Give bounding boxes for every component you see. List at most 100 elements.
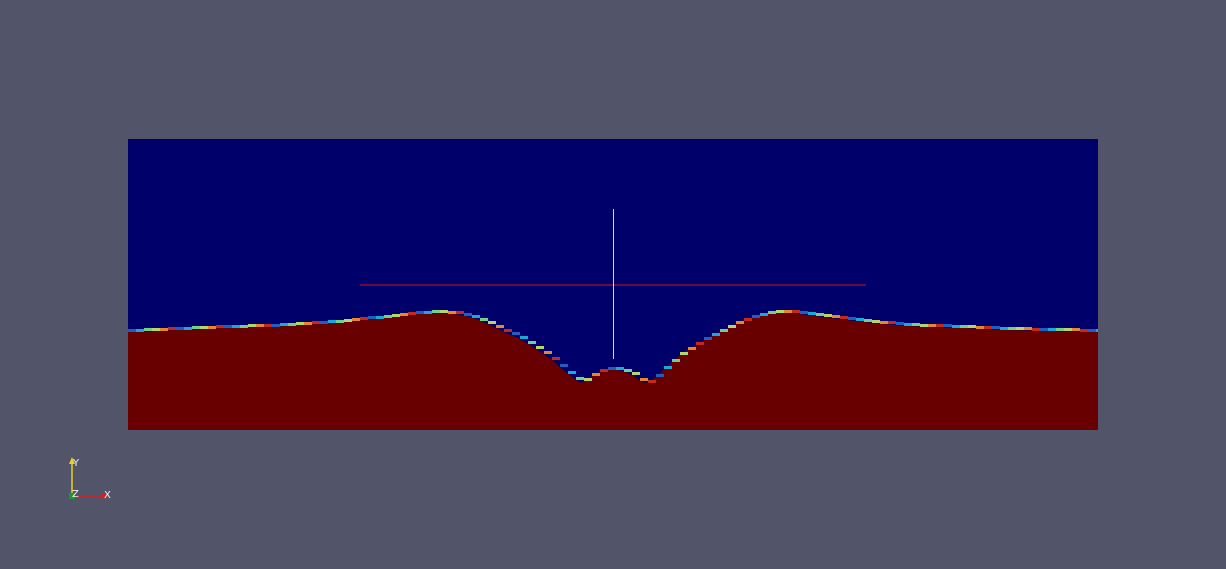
interface-cell bbox=[288, 323, 296, 326]
interface-cell bbox=[472, 315, 480, 318]
interface-cell bbox=[440, 310, 448, 313]
interface-cell bbox=[680, 352, 688, 355]
interface-cell bbox=[240, 325, 248, 328]
interface-cell bbox=[856, 318, 864, 321]
interface-cell bbox=[728, 325, 736, 328]
interface-cell bbox=[576, 377, 584, 380]
interface-cell bbox=[448, 311, 456, 314]
interface-cell bbox=[152, 328, 160, 331]
interface-cell bbox=[840, 316, 848, 319]
interface-cell bbox=[376, 316, 384, 319]
interface-cell bbox=[144, 328, 152, 331]
interface-cell bbox=[328, 320, 336, 323]
interface-cell bbox=[352, 318, 360, 321]
interface-cell bbox=[216, 325, 224, 328]
interface-cell bbox=[616, 367, 624, 370]
interface-cell bbox=[944, 324, 952, 327]
interface-cell bbox=[464, 313, 472, 316]
interface-cell bbox=[424, 311, 432, 314]
interface-cell bbox=[496, 325, 504, 328]
interface-cell bbox=[184, 327, 192, 330]
sediment-region bbox=[128, 313, 1098, 430]
interface-cell bbox=[1040, 328, 1048, 331]
interface-cell bbox=[880, 321, 888, 324]
interface-cell bbox=[792, 310, 800, 313]
interface-cell bbox=[992, 326, 1000, 329]
interface-cell bbox=[280, 323, 288, 326]
interface-cell bbox=[544, 351, 552, 354]
interface-cell bbox=[408, 312, 416, 315]
interface-cell bbox=[784, 310, 792, 313]
interface-cell bbox=[312, 321, 320, 324]
interface-cell bbox=[128, 329, 136, 332]
interface-cell bbox=[864, 319, 872, 322]
interface-cell bbox=[400, 313, 408, 316]
interface-cell bbox=[384, 315, 392, 318]
interface-cell bbox=[336, 320, 344, 323]
interface-cell bbox=[176, 327, 184, 330]
interface-cell bbox=[256, 324, 264, 327]
interface-cell bbox=[800, 311, 808, 314]
interface-cell bbox=[696, 342, 704, 345]
interface-cell bbox=[536, 346, 544, 349]
interface-cell bbox=[928, 324, 936, 327]
interface-cell bbox=[600, 369, 608, 372]
interface-cell bbox=[584, 378, 592, 381]
interface-cell bbox=[640, 378, 648, 381]
interface-cell bbox=[712, 333, 720, 336]
interface-cell bbox=[1072, 328, 1080, 331]
y-axis-label: Y bbox=[72, 458, 80, 469]
interface-cell bbox=[136, 329, 144, 332]
interface-cell bbox=[1096, 329, 1098, 332]
interface-cell bbox=[320, 321, 328, 324]
interface-cell bbox=[776, 310, 784, 313]
interface-cell bbox=[504, 329, 512, 332]
interface-cell bbox=[1008, 327, 1016, 330]
interface-cell bbox=[208, 326, 216, 329]
interface-cell bbox=[392, 314, 400, 317]
simulation-render-view[interactable] bbox=[128, 139, 1098, 430]
interface-cell bbox=[168, 327, 176, 330]
interface-cell bbox=[832, 315, 840, 318]
interface-cell bbox=[224, 325, 232, 328]
interface-cell bbox=[1064, 328, 1072, 331]
orientation-axes-widget: Y Z X bbox=[69, 457, 111, 501]
interface-cell bbox=[752, 315, 760, 318]
interface-cell bbox=[848, 317, 856, 320]
interface-cell bbox=[568, 371, 576, 374]
interface-cell bbox=[1080, 329, 1088, 332]
z-axis-marker bbox=[69, 493, 75, 499]
interface-cell bbox=[808, 312, 816, 315]
interface-cell bbox=[768, 311, 776, 314]
x-axis-label: X bbox=[104, 490, 111, 501]
interface-cell bbox=[1088, 329, 1096, 332]
interface-cell bbox=[416, 311, 424, 314]
interface-cell bbox=[344, 319, 352, 322]
interface-cell bbox=[704, 337, 712, 340]
interface-cell bbox=[1000, 327, 1008, 330]
interface-cell bbox=[552, 357, 560, 360]
interface-cell bbox=[672, 359, 680, 362]
z-axis-label: Z bbox=[72, 489, 79, 500]
interface-cell bbox=[232, 325, 240, 328]
interface-cell bbox=[272, 324, 280, 327]
interface-cells bbox=[128, 310, 1098, 383]
interface-cell bbox=[624, 369, 632, 372]
interface-cell bbox=[816, 313, 824, 316]
interface-cell bbox=[736, 321, 744, 324]
interface-cell bbox=[456, 311, 464, 314]
interface-cell bbox=[520, 336, 528, 339]
interface-cell bbox=[984, 326, 992, 329]
interface-cell bbox=[1016, 327, 1024, 330]
interface-cell bbox=[192, 326, 200, 329]
interface-cell bbox=[560, 364, 568, 367]
x-axis-arrow bbox=[102, 493, 109, 499]
interface-cell bbox=[248, 324, 256, 327]
interface-cell bbox=[200, 326, 208, 329]
interface-cell bbox=[760, 313, 768, 316]
y-axis-arrow bbox=[69, 457, 75, 464]
interface-cell bbox=[432, 310, 440, 313]
interface-cell bbox=[648, 380, 656, 383]
interface-cell bbox=[664, 366, 672, 369]
